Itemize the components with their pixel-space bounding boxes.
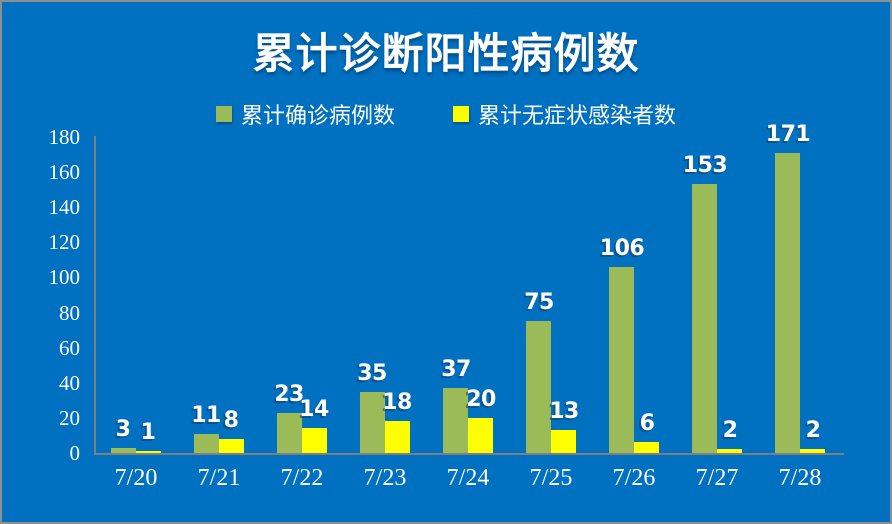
y-tick-label: 100 bbox=[48, 265, 81, 289]
y-tick-label: 0 bbox=[69, 441, 81, 465]
bar-asymptomatic bbox=[385, 421, 410, 453]
bar-value-label: 1 bbox=[140, 420, 156, 445]
x-tick-label: 7/25 bbox=[529, 465, 573, 491]
y-tick-label: 160 bbox=[48, 160, 81, 184]
x-tick-label: 7/27 bbox=[695, 465, 739, 491]
y-tick-label: 40 bbox=[59, 371, 80, 395]
x-tick-label: 7/26 bbox=[612, 465, 656, 491]
bar-asymptomatic bbox=[468, 418, 493, 453]
bar-confirmed bbox=[526, 321, 551, 453]
bar-value-label: 14 bbox=[299, 397, 329, 422]
x-tick-label: 7/23 bbox=[363, 465, 407, 491]
y-axis-line bbox=[94, 136, 96, 455]
legend-item-confirmed: 累计确诊病例数 bbox=[215, 98, 395, 130]
bar-asymptomatic bbox=[634, 442, 659, 453]
x-tick-label: 7/20 bbox=[114, 465, 158, 491]
legend-label-confirmed: 累计确诊病例数 bbox=[240, 104, 395, 129]
bar-value-label: 3 bbox=[115, 417, 131, 442]
bar-value-label: 75 bbox=[524, 290, 554, 315]
bar-confirmed bbox=[775, 153, 800, 453]
bar-confirmed bbox=[111, 448, 136, 453]
bar-asymptomatic bbox=[551, 430, 576, 453]
x-axis-line bbox=[94, 453, 844, 455]
y-tick-label: 20 bbox=[59, 406, 80, 430]
legend-swatch-asymptomatic-icon bbox=[453, 106, 469, 122]
y-tick-label: 180 bbox=[48, 125, 81, 149]
bar-asymptomatic bbox=[219, 439, 244, 453]
bar-value-label: 13 bbox=[549, 399, 579, 424]
legend-item-asymptomatic: 累计无症状感染者数 bbox=[453, 98, 676, 130]
bar-value-label: 20 bbox=[466, 387, 496, 412]
bar-asymptomatic bbox=[136, 451, 161, 453]
bar-value-label: 2 bbox=[722, 418, 738, 443]
bar-value-label: 37 bbox=[441, 357, 471, 382]
bar-confirmed bbox=[194, 434, 219, 453]
bar-confirmed bbox=[360, 392, 385, 453]
legend: 累计确诊病例数 累计无症状感染者数 bbox=[2, 98, 890, 130]
legend-swatch-confirmed-icon bbox=[215, 106, 232, 122]
y-tick-label: 80 bbox=[59, 301, 80, 325]
bar-value-label: 11 bbox=[191, 403, 221, 428]
y-tick-label: 140 bbox=[48, 195, 81, 219]
y-tick-label: 60 bbox=[59, 336, 80, 360]
legend-label-asymptomatic: 累计无症状感染者数 bbox=[478, 104, 677, 129]
bar-value-label: 106 bbox=[599, 236, 645, 261]
bar-asymptomatic bbox=[302, 428, 327, 453]
bar-confirmed bbox=[692, 184, 717, 453]
bar-value-label: 35 bbox=[357, 361, 387, 386]
bar-value-label: 2 bbox=[805, 418, 821, 443]
x-tick-label: 7/22 bbox=[280, 465, 324, 491]
y-tick-label: 120 bbox=[48, 230, 81, 254]
bar-confirmed bbox=[443, 388, 468, 453]
bar-value-label: 8 bbox=[223, 408, 239, 433]
x-tick-label: 7/24 bbox=[446, 465, 490, 491]
x-tick-label: 7/21 bbox=[197, 465, 241, 491]
x-tick-label: 7/28 bbox=[778, 465, 822, 491]
bar-value-label: 23 bbox=[274, 382, 304, 407]
bar-value-label: 6 bbox=[639, 411, 655, 436]
chart-title: 累计诊断阳性病例数 bbox=[252, 29, 640, 78]
bar-confirmed bbox=[609, 267, 634, 453]
bar-asymptomatic bbox=[800, 449, 825, 453]
bar-value-label: 153 bbox=[682, 153, 728, 178]
bar-asymptomatic bbox=[717, 449, 742, 453]
bar-value-label: 18 bbox=[382, 390, 412, 415]
bar-value-label: 171 bbox=[765, 122, 811, 147]
bar-confirmed bbox=[277, 413, 302, 453]
